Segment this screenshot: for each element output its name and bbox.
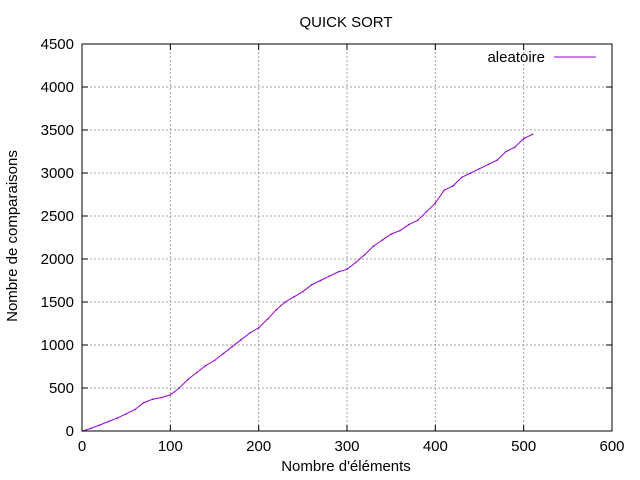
legend-label: aleatoire [487,49,545,66]
grid [82,44,612,431]
data-point [204,364,207,367]
y-tick-label: 1000 [41,337,74,354]
data-point [310,284,313,286]
data-point [434,202,437,204]
data-point [337,271,340,273]
data-point [399,229,401,232]
data-point [213,359,216,362]
data-point [461,176,463,179]
data-point [160,396,163,399]
data-point [522,137,525,140]
data-point [257,327,260,329]
x-tick-label: 200 [246,438,271,455]
data-point [90,427,92,430]
data-point [222,352,225,355]
axis-ticks: 0 500 1000 1500 2000 2500 3000 3500 4000 4500 0 100… [41,36,625,455]
x-tick-label: 400 [423,438,448,455]
data-point [469,172,472,174]
y-axis-label: Nombre de comparaisons [4,150,21,322]
data-point [196,371,198,374]
y-tick-label: 500 [49,380,74,397]
data-point [302,290,304,293]
data-point [381,239,384,241]
data-point [134,408,136,411]
data-point [328,275,331,278]
plot-frame [81,43,613,432]
data-point [169,394,172,396]
data-point [231,345,233,348]
data-point [390,233,393,235]
x-axis-label: Nombre d'éléments [281,458,411,475]
data-point [416,219,419,222]
y-tick-label: 2500 [41,208,74,225]
data-point [275,308,278,311]
data-point [363,253,366,256]
data-point [284,301,287,303]
x-tick-label: 500 [511,438,536,455]
data-point [319,279,322,282]
data-point [452,185,454,187]
data-point [505,150,507,153]
data-point [425,210,428,213]
x-tick-label: 100 [158,438,183,455]
y-tick-label: 0 [66,423,74,440]
series-layer [82,133,534,432]
chart-title: QUICK SORT [299,14,392,31]
x-tick-label: 600 [599,438,624,455]
x-tick-label: 300 [334,438,359,455]
data-point [531,133,534,136]
data-point [107,420,110,423]
x-tick-label: 0 [78,438,86,455]
data-point [187,378,189,381]
y-tick-label: 4500 [41,36,74,53]
data-point [143,401,145,404]
data-point [372,245,375,247]
data-point [116,417,119,419]
data-point [443,189,446,191]
data-point [346,268,348,271]
data-point [98,424,101,426]
data-point [478,167,481,170]
data-point [178,387,180,389]
data-point [355,261,357,264]
y-tick-label: 1500 [41,294,74,311]
data-point [151,398,154,401]
data-point [266,318,269,321]
y-tick-label: 3500 [41,122,74,139]
data-point [249,332,251,334]
legend: aleatoire [487,49,596,66]
series-line-aleatoire [82,133,533,432]
data-point [125,413,127,415]
data-point [487,163,490,166]
y-tick-label: 3000 [41,165,74,182]
y-tick-label: 4000 [41,79,74,96]
data-point [514,146,516,148]
data-point [240,339,242,341]
y-tick-label: 2000 [41,251,74,268]
data-point [293,296,295,298]
data-point [496,159,499,161]
data-point [408,223,410,226]
